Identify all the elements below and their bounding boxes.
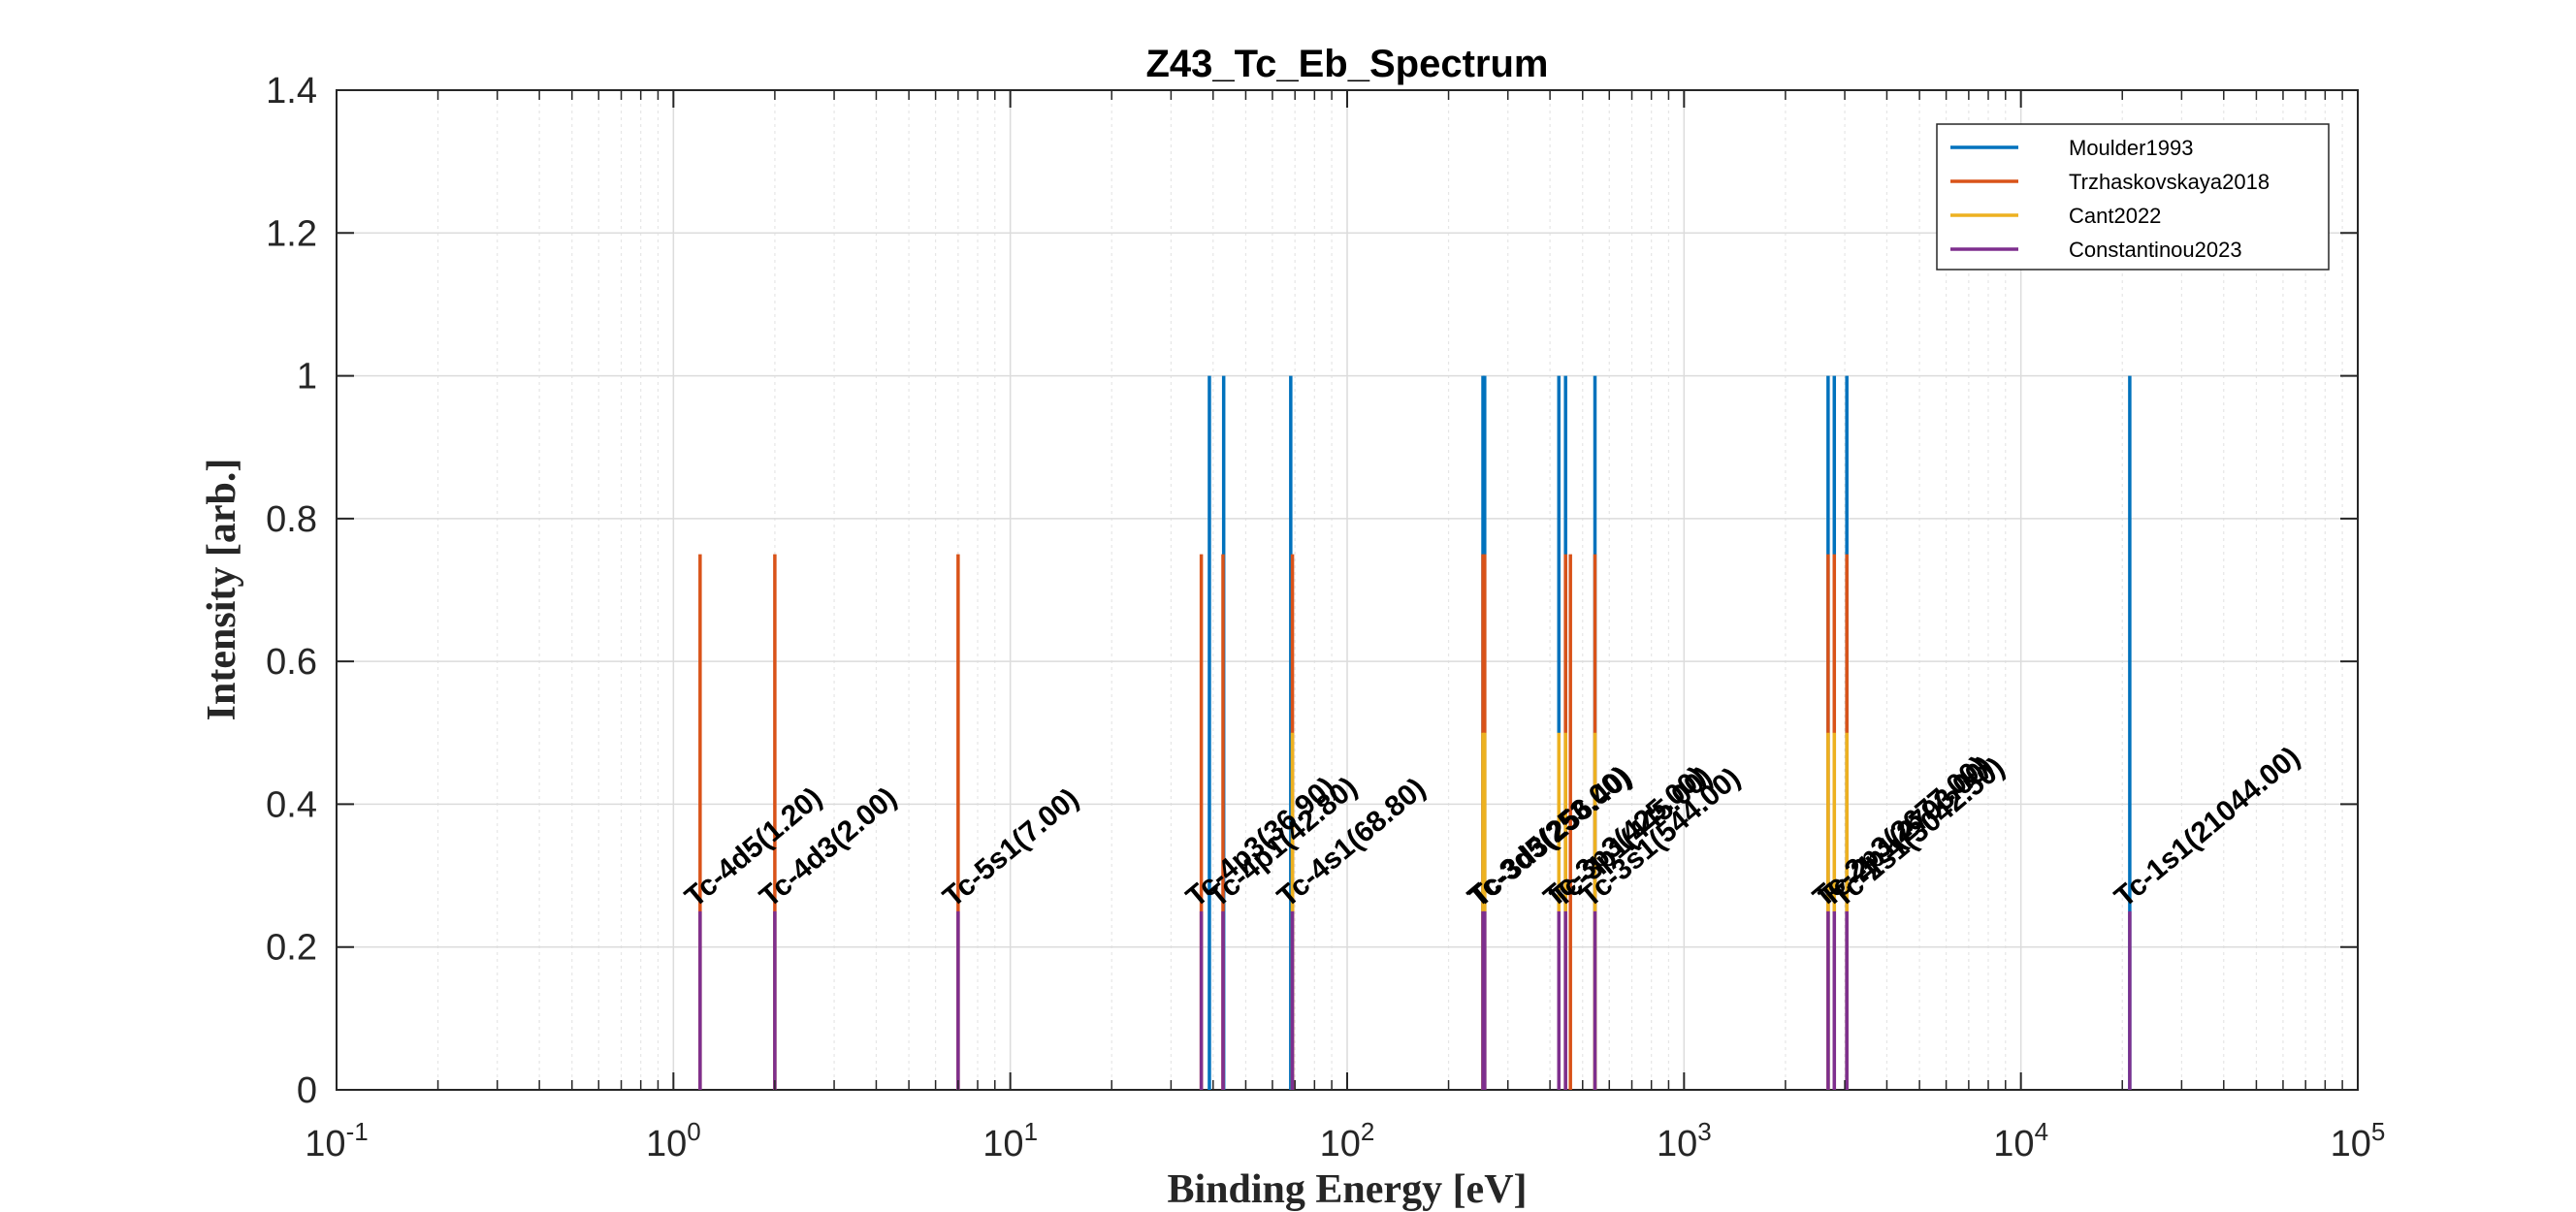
x-tick-exponent: 4 [2035,1117,2048,1146]
x-tick-label: 105 [2331,1117,2386,1164]
x-tick-labels: 10-1 100 101 102 103 104 105 [305,1117,2385,1164]
y-tick-labels: 0 0.2 0.4 0.6 0.8 1 1.2 1.4 [266,71,317,1111]
y-tick-label: 0 [297,1070,317,1111]
x-tick-label: 101 [982,1117,1038,1164]
y-tick-label: 1 [297,357,317,398]
x-axis-label: Binding Energy [eV] [1167,1167,1527,1212]
chart-title: Z43_Tc_Eb_Spectrum [1146,43,1549,85]
y-axis-label: Intensity [arb.] [200,459,244,721]
x-tick-exponent: 0 [687,1117,700,1146]
y-tick-label: 0.4 [266,784,317,825]
x-tick-base: 10 [2331,1124,2371,1164]
legend-label: Constantinou2023 [2069,238,2242,262]
legend: Moulder1993 Trzhaskovskaya2018 Cant2022 Con… [1936,123,2330,271]
series-Constantinou2023 [698,910,2132,1090]
x-tick-label: 10-1 [305,1117,368,1164]
y-tick-label: 0.8 [266,499,317,540]
x-tick-base: 10 [1320,1124,1361,1164]
legend-label: Moulder1993 [2069,136,2193,160]
y-tick-label: 1.4 [266,71,317,112]
x-tick-exponent: 1 [1024,1117,1038,1146]
x-tick-exponent: -1 [346,1117,369,1146]
axis-ticks [336,89,2359,1091]
x-tick-label: 102 [1320,1117,1375,1164]
y-tick-label: 0.6 [266,642,317,683]
x-tick-base: 10 [1993,1124,2034,1164]
x-tick-label: 100 [646,1117,701,1164]
x-tick-exponent: 5 [2371,1117,2385,1146]
x-tick-label: 104 [1993,1117,2048,1164]
legend-label: Cant2022 [2069,204,2161,228]
x-tick-base: 10 [305,1124,345,1164]
x-tick-base: 10 [646,1124,687,1164]
x-tick-base: 10 [1657,1124,1697,1164]
y-tick-label: 1.2 [266,213,317,254]
x-tick-exponent: 2 [1361,1117,1374,1146]
x-tick-base: 10 [982,1124,1023,1164]
series-layer [698,375,2132,1090]
y-tick-label: 0.2 [266,928,317,969]
x-tick-label: 103 [1657,1117,1712,1164]
x-tick-exponent: 3 [1697,1117,1711,1146]
legend-label: Trzhaskovskaya2018 [2069,170,2270,194]
